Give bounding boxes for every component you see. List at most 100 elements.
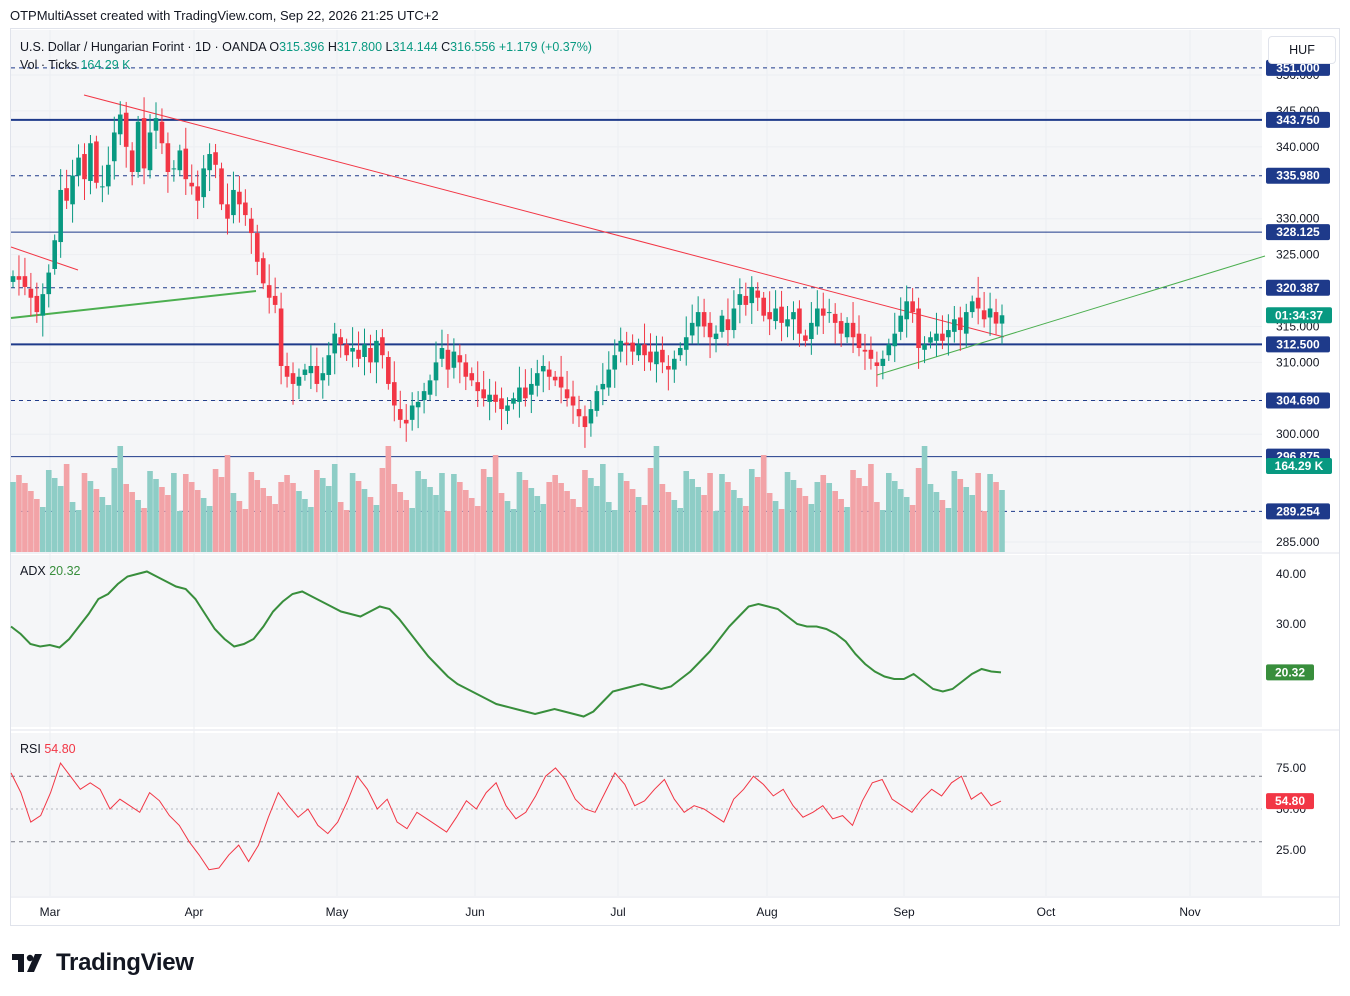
countdown-box — [1266, 307, 1332, 324]
candle-body — [618, 340, 623, 352]
symbol-name[interactable]: U.S. Dollar / Hungarian Forint · 1D · OA… — [20, 40, 266, 54]
volume-bar — [308, 507, 314, 552]
volume-bar — [647, 468, 654, 552]
candle-body — [660, 349, 665, 363]
rsi-value-box — [1266, 793, 1314, 810]
volume-bar — [552, 475, 558, 552]
volume-bar — [862, 486, 868, 552]
volume-bar — [897, 489, 904, 552]
candle-body — [898, 315, 904, 332]
volume-bar — [34, 499, 40, 552]
volume-bar — [659, 484, 666, 552]
y-tick-label: 340.000 — [1276, 140, 1320, 154]
candle-body — [666, 365, 671, 370]
candle-body — [153, 118, 159, 131]
candle-body — [916, 308, 921, 349]
volume-bar — [683, 471, 690, 552]
volume-bar — [695, 487, 701, 552]
candle-body — [457, 355, 463, 363]
level-label: 320.387 — [1276, 281, 1320, 295]
level-label-box — [1266, 111, 1330, 128]
volume-bar — [784, 472, 791, 552]
candle-body — [910, 301, 915, 313]
candle-body — [707, 322, 713, 338]
volume-bar — [260, 488, 267, 552]
candle-body — [52, 240, 58, 269]
volume-bar — [379, 468, 386, 552]
candle-body — [826, 312, 832, 314]
volume-bar — [915, 468, 922, 552]
volume-bar — [188, 482, 195, 552]
volume-bar — [641, 505, 648, 552]
candle-body — [254, 233, 260, 262]
candle-body — [815, 308, 820, 327]
volume-label[interactable]: Vol · Ticks — [20, 58, 77, 72]
volume-bar — [528, 488, 535, 552]
volume-bar — [325, 486, 332, 552]
volume-bar — [540, 504, 547, 552]
volume-bar — [75, 510, 82, 552]
rsi-label[interactable]: RSI — [20, 742, 41, 756]
volume-bar — [737, 498, 743, 552]
volume-bar — [856, 478, 862, 552]
candle-body — [320, 373, 326, 381]
candle-body — [975, 297, 981, 309]
candle-body — [260, 258, 266, 284]
candle-body — [368, 348, 373, 363]
candle-body — [624, 342, 629, 345]
grid — [11, 30, 1339, 898]
volume-bar — [886, 473, 892, 552]
candle-body — [952, 319, 957, 332]
candle-body — [689, 322, 695, 336]
volume-bar — [117, 446, 124, 552]
candle-body — [350, 348, 355, 352]
candle-body — [284, 365, 290, 377]
volume-bar — [594, 486, 600, 552]
candle-body — [838, 321, 844, 334]
candle-body — [451, 351, 457, 368]
volume-bar — [397, 492, 404, 552]
currency-button[interactable]: HUF — [1268, 36, 1336, 64]
candle-body — [177, 150, 183, 171]
candle-body — [546, 369, 552, 377]
volume-bar — [361, 489, 368, 552]
candle-body — [654, 351, 659, 365]
candle-body — [386, 356, 391, 384]
rsi-axis-label: 54.80 — [1275, 794, 1305, 808]
candle-body — [243, 202, 248, 216]
volume-bar — [320, 478, 326, 552]
candle-body — [380, 337, 385, 356]
volume-bar — [135, 500, 141, 552]
volume-bar — [874, 502, 880, 552]
volume-bar — [921, 446, 928, 552]
volume-bar — [480, 469, 487, 552]
candle-body — [701, 312, 707, 327]
volume-bar — [159, 487, 165, 552]
volume-bar — [403, 500, 410, 552]
candle-body — [856, 333, 862, 349]
adx-axis-label: 20.32 — [1275, 665, 1305, 679]
candle-body — [82, 154, 87, 180]
volume-bar — [93, 489, 100, 552]
candle-body — [332, 333, 338, 354]
volume-bar — [165, 495, 171, 552]
candle-body — [797, 308, 802, 334]
tradingview-logo[interactable]: TradingView — [12, 948, 194, 978]
tradingview-logo-text: TradingView — [56, 949, 194, 976]
volume-bar — [629, 489, 636, 552]
candle-body — [278, 308, 284, 366]
candle-body — [582, 416, 588, 428]
candle-body — [558, 376, 564, 388]
candle-body — [16, 276, 22, 280]
candle-body — [779, 306, 784, 323]
level-label: 343.750 — [1276, 113, 1320, 127]
candle-body — [517, 387, 522, 402]
candle-body — [392, 382, 397, 406]
volume-bar — [284, 475, 290, 552]
candle-body — [969, 301, 975, 313]
adx-label[interactable]: ADX — [20, 564, 46, 578]
volume-bar — [999, 490, 1005, 552]
adx-value: 20.32 — [49, 564, 81, 578]
volume-bar — [218, 477, 225, 552]
